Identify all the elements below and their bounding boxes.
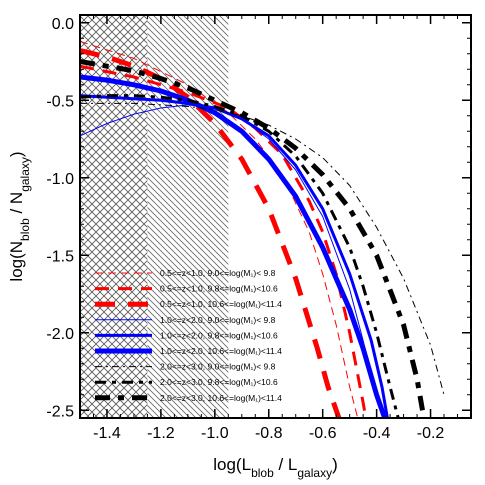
- x-tick-label: -1.4: [93, 425, 121, 442]
- x-axis-label: log(Lblob / Lgalaxy): [213, 455, 337, 480]
- y-tick-label: -2.0: [46, 326, 74, 343]
- x-tick-label: -0.4: [363, 425, 391, 442]
- x-tick-label: -0.8: [255, 425, 283, 442]
- legend-label-7: 2.0<=z<3.0, 9.0<=log(M₁)< 9.8: [160, 362, 276, 372]
- series-lines: [80, 40, 445, 418]
- series-line-5: [80, 94, 389, 418]
- x-tick-label: -0.6: [309, 425, 337, 442]
- series-line-6: [80, 74, 388, 418]
- y-tick-label: -1.5: [46, 248, 74, 265]
- legend-label-9: 2.0<=z<3.0, 10.6<=log(M₁)<11.4: [160, 393, 282, 403]
- legend-label-2: 0.5<=z<1.0, 9.8<=log(M₁)<10.6: [160, 284, 278, 294]
- legend-label-6: 1.0<=z<2.0, 10.6<=log(M₁)<11.4: [160, 346, 282, 356]
- series-line-7: [80, 102, 445, 395]
- legend-label-4: 1.0<=z<2.0, 9.0<=log(M₁)< 9.8: [160, 315, 276, 325]
- legend-label-3: 0.5<=z<1.0, 10.6<=log(M₁)<11.4: [160, 299, 282, 309]
- y-tick-label: 0.0: [52, 16, 74, 33]
- x-tick-label: -0.2: [417, 425, 445, 442]
- y-tick-label: -0.5: [46, 93, 74, 110]
- legend-label-8: 2.0<=z<3.0, 9.8<=log(M₁)<10.6: [160, 377, 278, 387]
- y-tick-label: -1.0: [46, 171, 74, 188]
- diagonal-shaded-region: [147, 15, 229, 418]
- legend: 0.5<=z<1.0, 9.0<=log(M₁)< 9.8 0.5<=z<1.0,…: [95, 268, 282, 403]
- series-line-3: [80, 48, 342, 418]
- x-tick-label: -1.0: [201, 425, 229, 442]
- x-tick-label: -1.2: [147, 425, 175, 442]
- plot-frame: [79, 14, 472, 419]
- series-line-9: [80, 59, 425, 411]
- axis-ticks: -1.4 -1.2 -1.0 -0.8 -0.6 -0.4 -0.2 0.0 -0.5 -1.0 -…: [46, 15, 471, 442]
- legend-label-5: 1.0<=z<2.0, 9.8<=log(M₁)<10.6: [160, 330, 278, 340]
- crosshatch-shaded-region: [80, 15, 148, 418]
- legend-label-1: 0.5<=z<1.0, 9.0<=log(M₁)< 9.8: [160, 268, 276, 278]
- y-tick-label: -2.5: [46, 403, 74, 420]
- y-axis-label: log(Nblob / Ngalaxy): [7, 151, 32, 281]
- series-line-8: [80, 94, 400, 418]
